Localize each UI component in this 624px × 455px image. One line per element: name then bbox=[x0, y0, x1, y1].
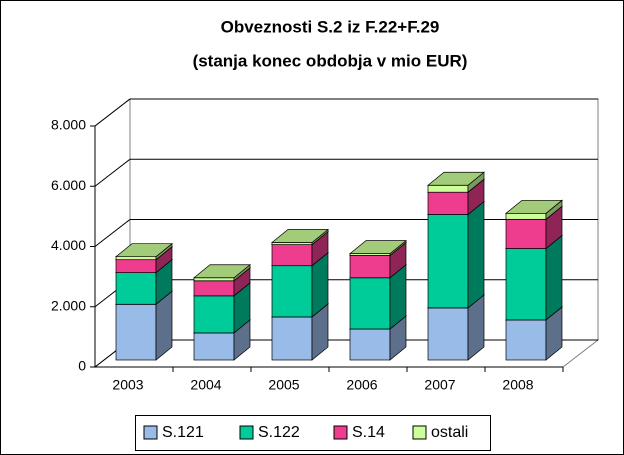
bar-segment bbox=[115, 290, 173, 361]
bar bbox=[193, 332, 235, 361]
bar bbox=[427, 191, 469, 215]
bar bbox=[349, 277, 391, 330]
x-tick-label: 2004 bbox=[190, 377, 221, 393]
bar-top bbox=[193, 264, 251, 279]
bar-segment bbox=[505, 199, 563, 221]
legend-swatch bbox=[239, 425, 254, 440]
bar bbox=[505, 212, 547, 220]
bar bbox=[193, 280, 235, 297]
legend-swatch bbox=[143, 425, 158, 440]
y-tick-label: 2.000 bbox=[51, 297, 86, 313]
bar bbox=[271, 265, 313, 318]
bar bbox=[427, 214, 469, 309]
bar-side bbox=[545, 234, 563, 321]
bar bbox=[349, 328, 391, 361]
y-tick-label: 4.000 bbox=[51, 237, 86, 253]
x-tick-label: 2003 bbox=[112, 377, 143, 393]
x-tick-label: 2008 bbox=[502, 377, 533, 393]
x-tick-label: 2006 bbox=[346, 377, 377, 393]
y-tick-label: 8.000 bbox=[51, 117, 86, 133]
legend-label: S.122 bbox=[258, 424, 300, 441]
grid-line-side bbox=[94, 98, 131, 127]
x-tick-label: 2007 bbox=[424, 377, 455, 393]
legend-label: ostali bbox=[431, 424, 468, 441]
bar-top bbox=[427, 171, 485, 186]
bar bbox=[271, 244, 313, 267]
bar bbox=[115, 303, 157, 361]
bar bbox=[115, 256, 157, 261]
y-tick-label: 0 bbox=[78, 358, 86, 374]
bar-segment bbox=[427, 200, 485, 309]
bar bbox=[505, 248, 547, 321]
bar bbox=[427, 307, 469, 361]
bar bbox=[193, 295, 235, 334]
bar bbox=[505, 218, 547, 249]
legend-swatch bbox=[333, 425, 348, 440]
legend-label: S.14 bbox=[352, 424, 385, 441]
y-tick-label: 6.000 bbox=[51, 177, 86, 193]
bar-top bbox=[505, 199, 563, 214]
bar-side bbox=[467, 200, 485, 309]
bar bbox=[427, 184, 469, 193]
bar-segment bbox=[349, 239, 407, 257]
legend-label: S.121 bbox=[162, 424, 204, 441]
bar-segment bbox=[115, 242, 173, 261]
bar-segment bbox=[193, 264, 251, 282]
bar bbox=[505, 319, 547, 361]
bar bbox=[193, 277, 235, 282]
legend-swatch bbox=[412, 425, 427, 440]
chart-subtitle: (stanja konec obdobja v mio EUR) bbox=[193, 51, 468, 70]
grid-line-side bbox=[94, 219, 131, 247]
chart-title: Obveznosti S.2 iz F.22+F.29 bbox=[221, 17, 440, 36]
bar bbox=[115, 272, 157, 305]
bar-top bbox=[349, 240, 407, 255]
bar-top bbox=[271, 229, 329, 243]
bar-segment bbox=[427, 171, 485, 193]
bar-segment bbox=[271, 228, 329, 246]
bar-top bbox=[115, 243, 173, 258]
bar bbox=[271, 316, 313, 361]
x-tick-label: 2005 bbox=[268, 377, 299, 393]
bar bbox=[115, 259, 157, 273]
grid-line-side bbox=[94, 158, 131, 187]
legend-box bbox=[135, 415, 491, 451]
bar bbox=[349, 255, 391, 279]
